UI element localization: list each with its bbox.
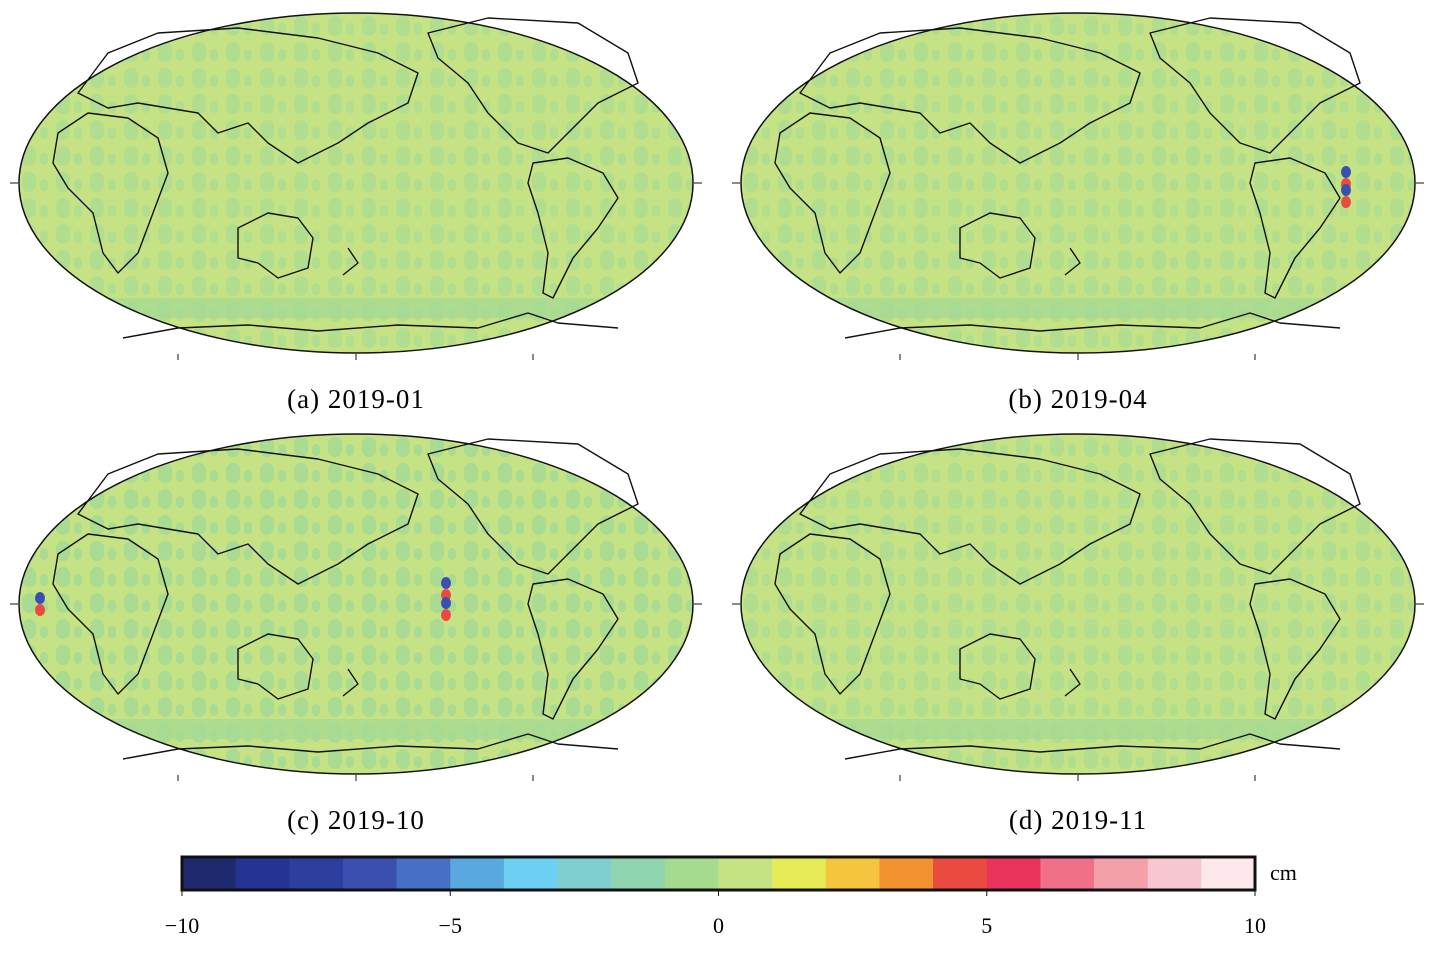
globe-outline (18, 433, 694, 775)
map-panel: (d) 2019-11 (732, 433, 1424, 835)
field-pattern (19, 434, 693, 774)
colorbar-bin (235, 857, 290, 890)
colorbar-tick-label: 10 (1244, 913, 1266, 938)
panel-caption: (d) 2019-11 (1009, 805, 1147, 835)
colorbar-bin (450, 857, 505, 890)
colorbar-unit: cm (1270, 860, 1297, 885)
field-pattern (19, 13, 693, 353)
southern-band (741, 298, 1415, 318)
anomaly-pos (35, 604, 45, 616)
colorbar-tick-label: 5 (981, 913, 992, 938)
panel-caption: (a) 2019-01 (287, 384, 425, 414)
colorbar-bin (503, 857, 559, 890)
colorbar-bin (933, 857, 988, 890)
colorbar-bin (986, 857, 1041, 890)
globe-outline (740, 433, 1416, 775)
anomaly-neg (1341, 184, 1351, 196)
anomaly-neg (441, 597, 451, 609)
map-panel: (c) 2019-10 (10, 433, 702, 835)
anomaly-pos (1341, 196, 1351, 208)
anomaly-neg (35, 592, 45, 604)
colorbar-bin (557, 857, 612, 890)
southern-band (741, 719, 1415, 739)
anomaly-neg (1341, 166, 1351, 178)
anomaly-neg (441, 577, 451, 589)
colorbar-bin (1201, 857, 1256, 890)
field-texture (741, 434, 1415, 774)
panel-caption: (c) 2019-10 (287, 805, 425, 835)
globe-outline (740, 12, 1416, 354)
map-panel: (a) 2019-01 (10, 12, 702, 414)
colorbar-bin (1040, 857, 1095, 890)
colorbar-bin (664, 857, 719, 890)
colorbar-tick-label: 0 (713, 913, 724, 938)
colorbar-tick-label: −10 (165, 913, 199, 938)
colorbar-bin (1094, 857, 1149, 890)
colorbar-bin (718, 857, 773, 890)
colorbar-bin (289, 857, 344, 890)
colorbar-bin (396, 857, 451, 890)
colorbar-bin (772, 857, 827, 890)
panel-caption: (b) 2019-04 (1008, 384, 1147, 414)
field-pattern (741, 13, 1415, 353)
colorbar-bin (182, 857, 237, 890)
field-texture (19, 434, 693, 774)
map-panel: (b) 2019-04 (732, 12, 1424, 414)
southern-band (19, 719, 693, 739)
field-texture (741, 13, 1415, 353)
colorbar-bin (611, 857, 666, 890)
globe-outline (18, 12, 694, 354)
colorbar-bin (879, 857, 934, 890)
colorbar-tick-label: −5 (439, 913, 462, 938)
colorbar-bin (1147, 857, 1202, 890)
southern-band (19, 298, 693, 318)
anomaly-pos (441, 609, 451, 621)
colorbar-bin (342, 857, 398, 890)
field-texture (19, 13, 693, 353)
field-pattern (741, 434, 1415, 774)
colorbar-bin (825, 857, 880, 890)
